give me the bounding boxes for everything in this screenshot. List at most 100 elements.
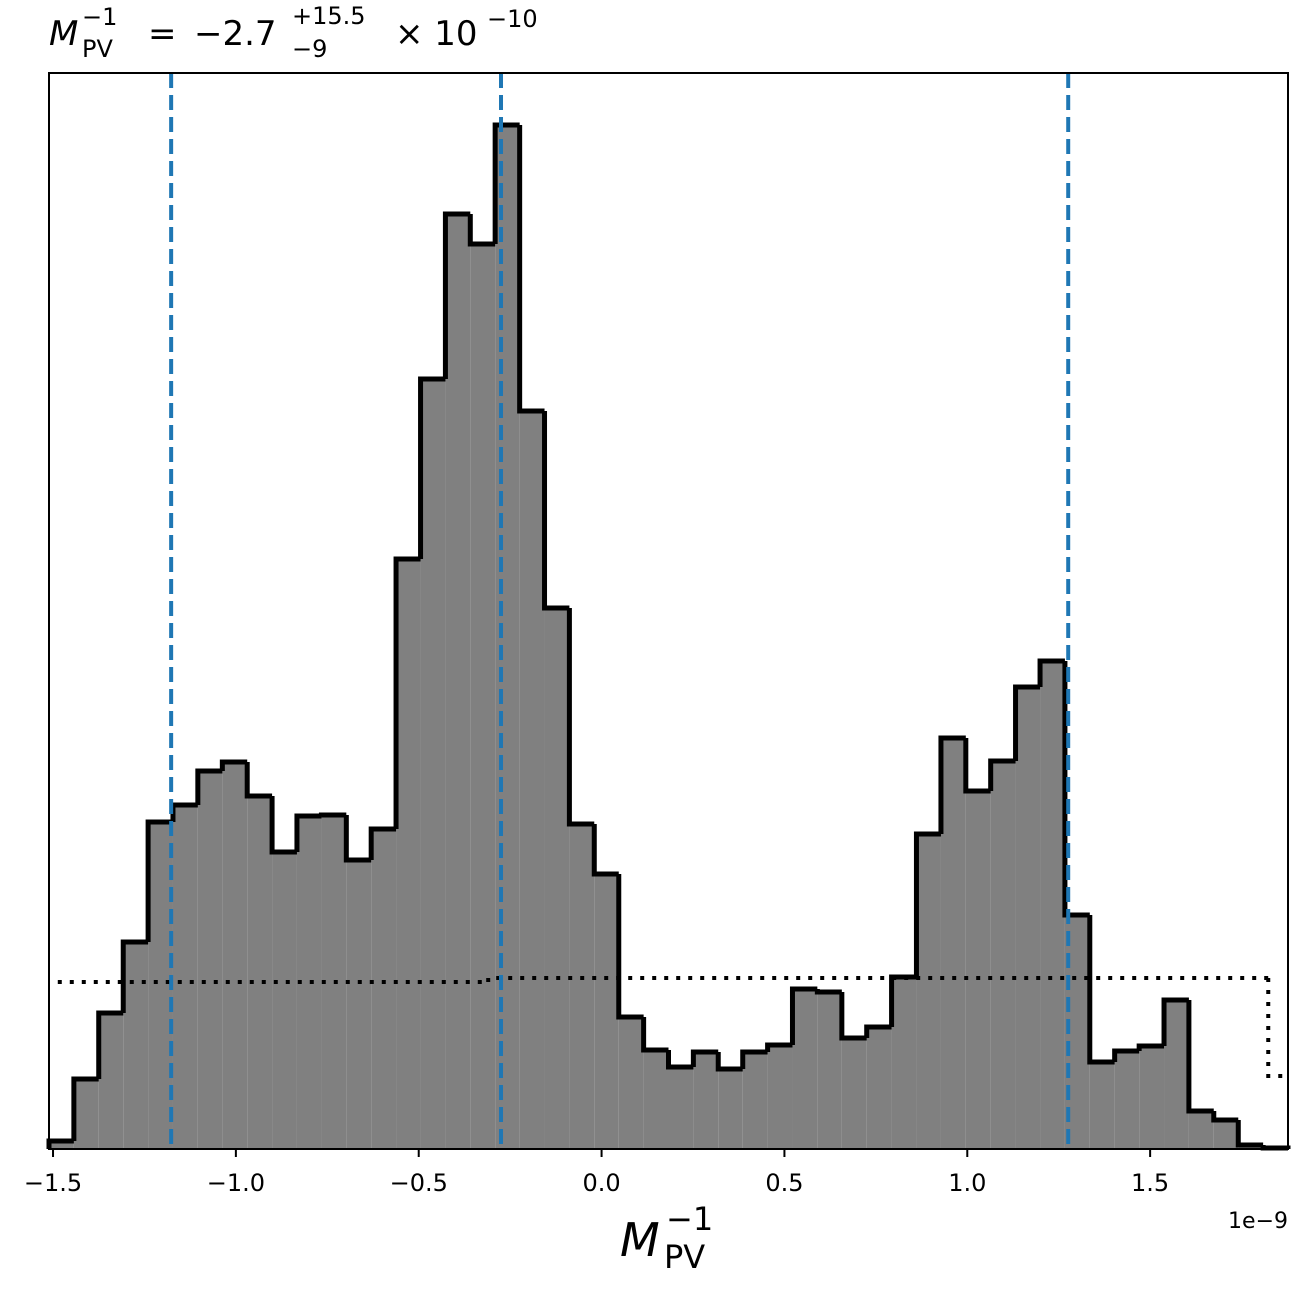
bar-outline	[418, 376, 446, 559]
bar	[940, 738, 966, 1149]
bar-outline	[641, 1017, 669, 1053]
bar-outline	[1186, 1000, 1214, 1114]
bar	[742, 1052, 768, 1149]
title-median: −2.7	[194, 14, 277, 54]
bar	[817, 992, 842, 1149]
bar-outline	[343, 815, 372, 863]
bar-outline	[1211, 1111, 1239, 1123]
axes-frame	[48, 72, 1289, 1150]
bar	[594, 874, 619, 1149]
bar-outline	[839, 992, 867, 1041]
bar	[470, 244, 496, 1149]
bar-outline	[814, 989, 842, 995]
bar	[718, 1069, 743, 1149]
x-tick-label: 0.5	[765, 1169, 803, 1197]
x-tick-label: 0.0	[582, 1169, 620, 1197]
bar-outline	[318, 812, 347, 818]
bar-outline	[740, 1049, 768, 1069]
bar	[1040, 661, 1065, 1149]
bar-outline	[690, 1049, 719, 1067]
bar	[98, 1013, 124, 1149]
bar	[1015, 687, 1041, 1149]
bar	[544, 608, 570, 1149]
bar	[643, 1050, 669, 1149]
x-label-subscript: PV	[664, 1238, 705, 1276]
bar	[1089, 1062, 1115, 1149]
bar	[123, 942, 149, 1149]
bar-outline	[1235, 1120, 1264, 1148]
bar	[1139, 1046, 1165, 1149]
title-equals: =	[148, 14, 177, 54]
bar	[1213, 1120, 1239, 1149]
bar	[1164, 1000, 1189, 1149]
bar	[1188, 1111, 1214, 1149]
x-tick-label: −1.5	[24, 1169, 82, 1197]
bar-outline	[467, 214, 496, 247]
x-tick-label: −1.0	[207, 1169, 265, 1197]
bar	[148, 822, 173, 1149]
bar-outline	[715, 1052, 743, 1072]
bar	[792, 989, 818, 1149]
bar	[197, 771, 223, 1149]
bar-outline	[1136, 1043, 1165, 1051]
bar-outline	[120, 939, 149, 1013]
bar	[891, 977, 917, 1149]
bar-outline	[1037, 658, 1065, 687]
bar-outline	[1112, 1048, 1140, 1062]
bar-outline	[393, 556, 421, 829]
bar-outline	[1013, 684, 1041, 761]
x-label-symbol: M	[620, 1213, 660, 1267]
bar-outline	[789, 986, 818, 1045]
bar-outline	[96, 1010, 124, 1079]
prior-step	[486, 976, 1269, 982]
title-subscript: PV	[82, 35, 113, 63]
title-plus: +15.5	[292, 2, 366, 30]
bar	[767, 1045, 793, 1149]
bar-outline	[591, 824, 619, 877]
bar-outline	[294, 813, 322, 852]
bar	[495, 125, 520, 1149]
bar	[618, 1017, 644, 1149]
title-symbol: M	[49, 14, 78, 54]
bar-outline	[1062, 661, 1090, 918]
bar-outline	[244, 762, 273, 799]
bar	[222, 762, 248, 1149]
bar-outline	[269, 796, 297, 855]
bar	[916, 834, 941, 1149]
bar-outline	[864, 1024, 892, 1038]
bar	[272, 852, 297, 1149]
bar	[569, 824, 595, 1149]
title-exponent: −10	[487, 5, 538, 33]
bar-outline	[442, 211, 471, 379]
bar	[990, 761, 1016, 1149]
prior-step	[1266, 978, 1288, 1078]
x-tick-label: 1.5	[1131, 1169, 1169, 1197]
bar	[396, 559, 421, 1149]
bar	[866, 1027, 892, 1149]
bar	[247, 796, 273, 1149]
x-offset-label: 1e−9	[1228, 1209, 1288, 1234]
bar-outline	[1161, 997, 1189, 1046]
bar	[420, 379, 446, 1149]
x-tick-label: 1.0	[948, 1169, 986, 1197]
bar	[371, 829, 397, 1149]
title-superscript: −1	[82, 3, 117, 31]
bar	[73, 1079, 99, 1149]
bar	[693, 1052, 719, 1149]
bar-outline	[219, 759, 248, 771]
x-tick-label: −0.5	[390, 1169, 448, 1197]
bar-outline	[963, 738, 991, 794]
bar	[172, 805, 198, 1149]
bar-outline	[145, 819, 173, 942]
bar-outline	[517, 125, 545, 414]
bar	[965, 791, 991, 1149]
bar-outline	[566, 608, 595, 827]
bar	[841, 1038, 867, 1149]
bar-outline	[765, 1042, 793, 1052]
bar	[668, 1067, 694, 1149]
bar	[346, 860, 372, 1149]
bar	[519, 411, 545, 1149]
bar-outline	[666, 1050, 694, 1070]
bar-outline	[71, 1076, 99, 1141]
